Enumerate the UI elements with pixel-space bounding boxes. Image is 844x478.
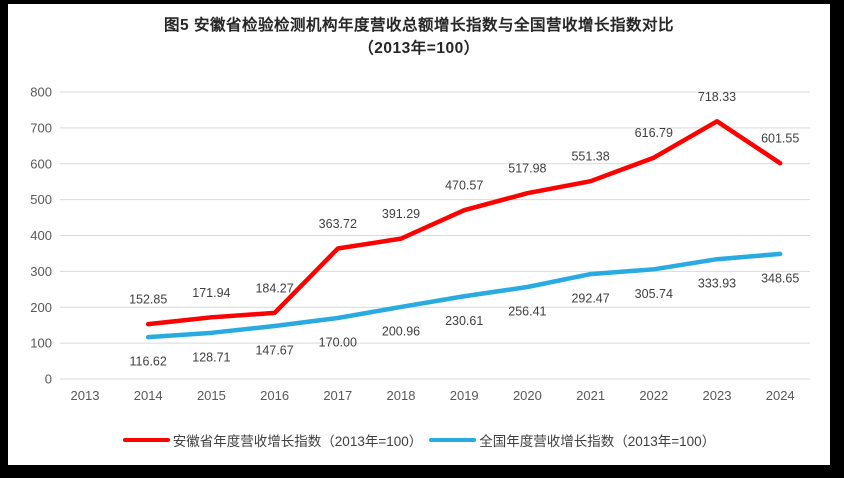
data-label: 292.47 — [571, 292, 609, 306]
y-axis-tick-label: 400 — [30, 228, 52, 243]
x-axis-tick-label-2022: 2022 — [639, 388, 668, 403]
data-label: 184.27 — [255, 281, 293, 295]
legend-label-national: 全国年度营收增长指数（2013年=100） — [479, 434, 716, 449]
data-label: 147.67 — [255, 344, 293, 358]
data-label: 171.94 — [192, 286, 230, 300]
x-axis-tick-label-2019: 2019 — [450, 388, 479, 403]
chart-subtitle: （2013年=100） — [358, 40, 480, 57]
x-axis-tick-label-2013: 2013 — [71, 388, 100, 403]
chart-title: 图5 安徽省检验检测机构年度营收总额增长指数与全国营收增长指数对比 — [164, 17, 674, 34]
y-axis-tick-label: 700 — [30, 120, 52, 135]
data-label: 200.96 — [382, 324, 420, 338]
data-label: 170.00 — [319, 336, 357, 350]
anhui-series-line-swatch — [122, 437, 170, 443]
y-axis-tick-label: 500 — [30, 192, 52, 207]
series-line-national — [145, 251, 783, 340]
data-label: 391.29 — [382, 207, 420, 221]
chart-legend: 安徽省年度营收增长指数（2013年=100） 全国年度营收增长指数（2013年=… — [8, 430, 830, 450]
y-axis-tick-label: 0 — [45, 372, 52, 387]
data-label: 116.62 — [130, 355, 167, 369]
legend-item-national: 全国年度营收增长指数（2013年=100） — [429, 430, 715, 450]
data-label: 551.38 — [571, 150, 609, 164]
national-series-line-swatch — [429, 437, 477, 443]
data-label: 718.33 — [698, 90, 736, 104]
y-axis-tick-label: 800 — [30, 85, 52, 100]
x-axis-tick-label-2016: 2016 — [260, 388, 289, 403]
legend-item-anhui: 安徽省年度营收增长指数（2013年=100） — [122, 430, 423, 450]
chart-canvas: 图5 安徽省检验检测机构年度营收总额增长指数与全国营收增长指数对比 （2013年… — [8, 4, 830, 465]
data-label: 601.55 — [761, 132, 799, 146]
x-axis-tick-label-2020: 2020 — [513, 388, 542, 403]
y-axis-tick-label: 600 — [30, 156, 52, 171]
legend-label-anhui: 安徽省年度营收增长指数（2013年=100） — [172, 434, 423, 449]
x-axis-tick-label-2023: 2023 — [703, 388, 732, 403]
x-axis-tick-label-2017: 2017 — [323, 388, 352, 403]
chart-title-block: 图5 安徽省检验检测机构年度营收总额增长指数与全国营收增长指数对比 （2013年… — [8, 14, 830, 60]
y-axis-tick-label: 300 — [30, 264, 52, 279]
data-label: 152.85 — [129, 293, 167, 307]
x-axis-tick-label-2018: 2018 — [387, 388, 416, 403]
data-label: 470.57 — [445, 179, 483, 193]
line-chart-plot-area: 0 100 200 300 400 500 600 700 800 2013 2014 2015 201… — [30, 85, 810, 403]
data-label: 333.93 — [698, 277, 736, 291]
data-label: 230.61 — [445, 314, 483, 328]
x-axis-tick-label-2021: 2021 — [576, 388, 605, 403]
data-label: 256.41 — [508, 305, 546, 319]
x-axis-tick-label-2024: 2024 — [766, 388, 795, 403]
y-axis-tick-label: 100 — [30, 336, 52, 351]
data-label: 305.74 — [635, 287, 673, 301]
y-axis-tick-label: 200 — [30, 300, 52, 315]
data-label: 616.79 — [635, 126, 673, 140]
series-line-anhui — [145, 119, 783, 327]
data-label: 128.71 — [192, 350, 230, 364]
x-axis-tick-label-2015: 2015 — [197, 388, 226, 403]
data-label: 517.98 — [508, 162, 546, 176]
data-label: 363.72 — [319, 217, 357, 231]
data-label: 348.65 — [761, 271, 799, 285]
x-axis-tick-label-2014: 2014 — [134, 388, 163, 403]
